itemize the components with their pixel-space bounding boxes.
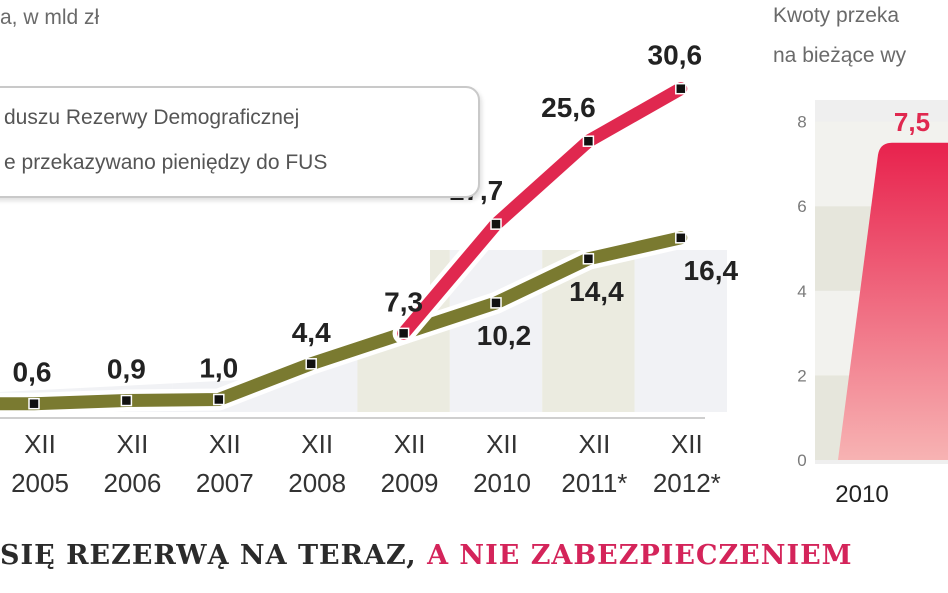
x-tick-year-label: 2009 — [381, 468, 439, 498]
y-tick-label: 4 — [797, 282, 806, 301]
plot-background-mask — [0, 200, 430, 392]
x-tick-year-label: 2006 — [103, 468, 161, 498]
olive-data-label: 16,4 — [684, 255, 739, 286]
right-chart-title-line-1: Kwoty przeka — [773, 4, 900, 27]
x-tick-month-label: XII — [209, 429, 241, 459]
bar-data-label: 7,5 — [894, 107, 930, 137]
olive-data-label: 14,4 — [569, 276, 624, 307]
olive-data-label: 0,9 — [107, 354, 146, 385]
olive-data-point — [582, 253, 595, 265]
olive-data-point — [213, 393, 225, 406]
olive-data-point — [397, 327, 410, 340]
x-tick-year-label: 2007 — [196, 468, 254, 498]
y-tick-label: 2 — [797, 366, 806, 385]
y-tick-label: 6 — [797, 197, 806, 216]
x-tick-year-label: 2010 — [473, 468, 531, 498]
x-tick-year-label: 2008 — [288, 468, 346, 498]
olive-data-point — [675, 232, 687, 244]
olive-data-label: 0,6 — [13, 357, 52, 388]
red-data-label: 25,6 — [541, 92, 596, 123]
olive-data-point — [120, 394, 133, 407]
chart-subtitle-unit: a, w mld zł — [0, 6, 100, 29]
x-tick-month-label: XII — [394, 429, 426, 459]
x-tick-month-label: XII — [671, 429, 703, 459]
legend-text-line-1: duszu Rezerwy Demograficznej — [4, 106, 300, 129]
red-data-point — [490, 218, 502, 230]
bar-2010 — [838, 142, 948, 460]
red-data-point — [675, 82, 687, 95]
x-tick-year-label: 2005 — [11, 468, 69, 498]
legend-text-line-2: e przekazywano pieniędzy do FUS — [4, 151, 328, 174]
x-tick-year-label: 2011* — [561, 468, 627, 498]
x-tick-month-label: XII — [24, 429, 56, 459]
bar-category-label: 2010 — [835, 481, 888, 508]
x-tick-month-label: XII — [117, 429, 149, 459]
footer-headline-part-1: SIĘ REZERWĄ NA TERAZ, — [0, 540, 417, 571]
x-tick-month-label: XII — [301, 429, 333, 459]
olive-data-point — [28, 397, 40, 410]
red-data-point — [582, 135, 595, 147]
red-data-label: 30,6 — [648, 40, 703, 71]
right-chart-title-line-2: na bieżące wy — [773, 44, 907, 67]
olive-data-label: 10,2 — [477, 320, 532, 351]
plot-background-band — [634, 250, 727, 412]
legend-box — [0, 86, 480, 198]
footer-headline: SIĘ REZERWĄ NA TERAZ, A NIE ZABEZPIECZEN… — [0, 540, 853, 571]
olive-data-label: 7,3 — [384, 286, 423, 317]
red-series-line — [397, 82, 688, 340]
olive-data-label: 1,0 — [199, 353, 238, 384]
x-tick-month-label: XII — [579, 429, 611, 459]
y-tick-label: 0 — [797, 451, 806, 470]
olive-data-label: 4,4 — [292, 317, 331, 348]
olive-data-point — [305, 358, 317, 370]
olive-data-point — [490, 297, 502, 309]
x-tick-year-label: 2012* — [653, 468, 721, 498]
x-tick-month-label: XII — [486, 429, 518, 459]
footer-headline-part-2: A NIE ZABEZPIECZENIEM — [427, 540, 853, 571]
y-tick-label: 8 — [797, 113, 806, 132]
